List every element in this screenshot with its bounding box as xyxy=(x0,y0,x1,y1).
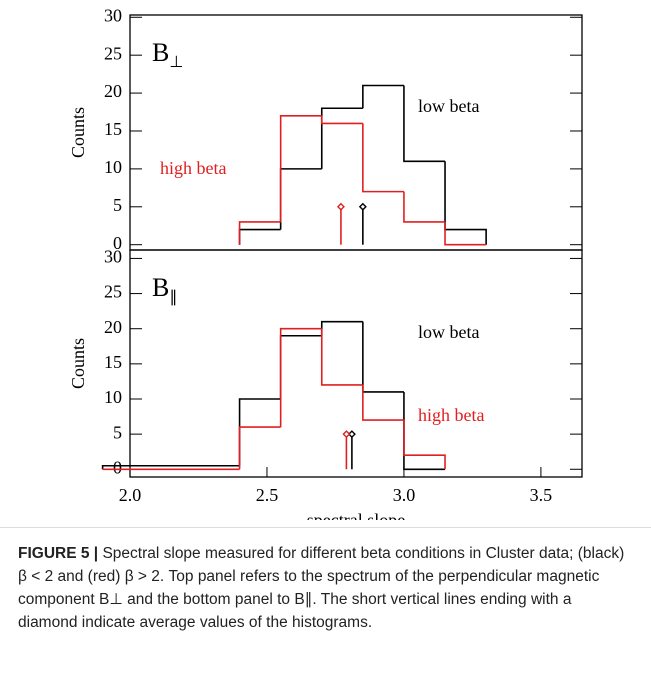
histogram-step xyxy=(279,168,322,230)
y-tick-label: 15 xyxy=(104,119,122,139)
mean-diamond xyxy=(347,430,356,439)
x-tick-label: 3.5 xyxy=(530,485,553,505)
panel-label-sub: ∥ xyxy=(169,289,177,306)
histogram-step xyxy=(362,84,404,109)
x-tick-label: 3.0 xyxy=(393,485,416,505)
histogram-step xyxy=(320,115,363,125)
histogram-step xyxy=(362,123,404,193)
panel-label-sub: ⊥ xyxy=(169,54,183,71)
y-axis-label: Counts xyxy=(68,107,88,158)
y-tick-label: 25 xyxy=(104,43,122,63)
histogram-step xyxy=(101,464,240,470)
histogram-step xyxy=(320,328,363,386)
y-tick-label: 25 xyxy=(104,282,122,302)
series-label: high beta xyxy=(418,405,484,425)
histogram-step xyxy=(403,85,446,163)
histogram-step xyxy=(238,426,281,470)
x-tick-label: 2.0 xyxy=(119,485,142,505)
panel-label: B⊥ xyxy=(152,38,183,71)
histogram-step xyxy=(444,221,487,246)
histogram-step xyxy=(403,391,446,471)
histogram-step xyxy=(238,228,281,245)
histogram-step xyxy=(403,420,446,470)
histogram-step xyxy=(279,334,322,399)
histogram-step xyxy=(362,384,404,421)
histogram-step xyxy=(238,221,281,245)
y-tick-label: 30 xyxy=(104,247,122,267)
mean-diamond xyxy=(336,202,345,211)
y-tick-label: 0 xyxy=(113,233,122,253)
histogram-step xyxy=(279,115,322,222)
caption-text: Spectral slope measured for different be… xyxy=(18,545,625,631)
caption-label: FIGURE 5 | xyxy=(18,545,99,562)
x-tick-label: 2.5 xyxy=(256,485,279,505)
separator xyxy=(0,527,651,528)
y-tick-label: 5 xyxy=(113,422,122,442)
x-axis-label: spectral slope xyxy=(307,510,405,520)
y-tick-label: 20 xyxy=(104,317,122,337)
y-tick-label: 30 xyxy=(104,5,122,25)
caption: FIGURE 5 | Spectral slope measured for d… xyxy=(18,542,633,634)
histogram-step xyxy=(320,107,363,169)
panel-label-base: B xyxy=(152,38,169,67)
histogram-step xyxy=(444,161,487,245)
y-tick-label: 0 xyxy=(113,457,122,477)
y-tick-label: 20 xyxy=(104,81,122,101)
histogram-step xyxy=(362,321,404,393)
histogram-step xyxy=(238,398,281,466)
mean-diamond xyxy=(342,430,351,439)
histogram-step xyxy=(403,191,446,223)
y-tick-label: 10 xyxy=(104,387,122,407)
series-label: low beta xyxy=(418,322,479,342)
y-tick-label: 10 xyxy=(104,157,122,177)
y-tick-label: 5 xyxy=(113,195,122,215)
panel-label: B∥ xyxy=(152,273,177,306)
plot-frame xyxy=(129,249,583,478)
histogram-step xyxy=(320,320,363,336)
mean-diamond xyxy=(358,202,367,211)
series-label: high beta xyxy=(160,158,226,178)
y-tick-label: 15 xyxy=(104,352,122,372)
plot-frame xyxy=(129,14,583,251)
histogram-step xyxy=(279,327,322,428)
y-axis-label: Counts xyxy=(68,338,88,389)
panel-label-base: B xyxy=(152,273,169,302)
series-label: low beta xyxy=(418,96,479,116)
